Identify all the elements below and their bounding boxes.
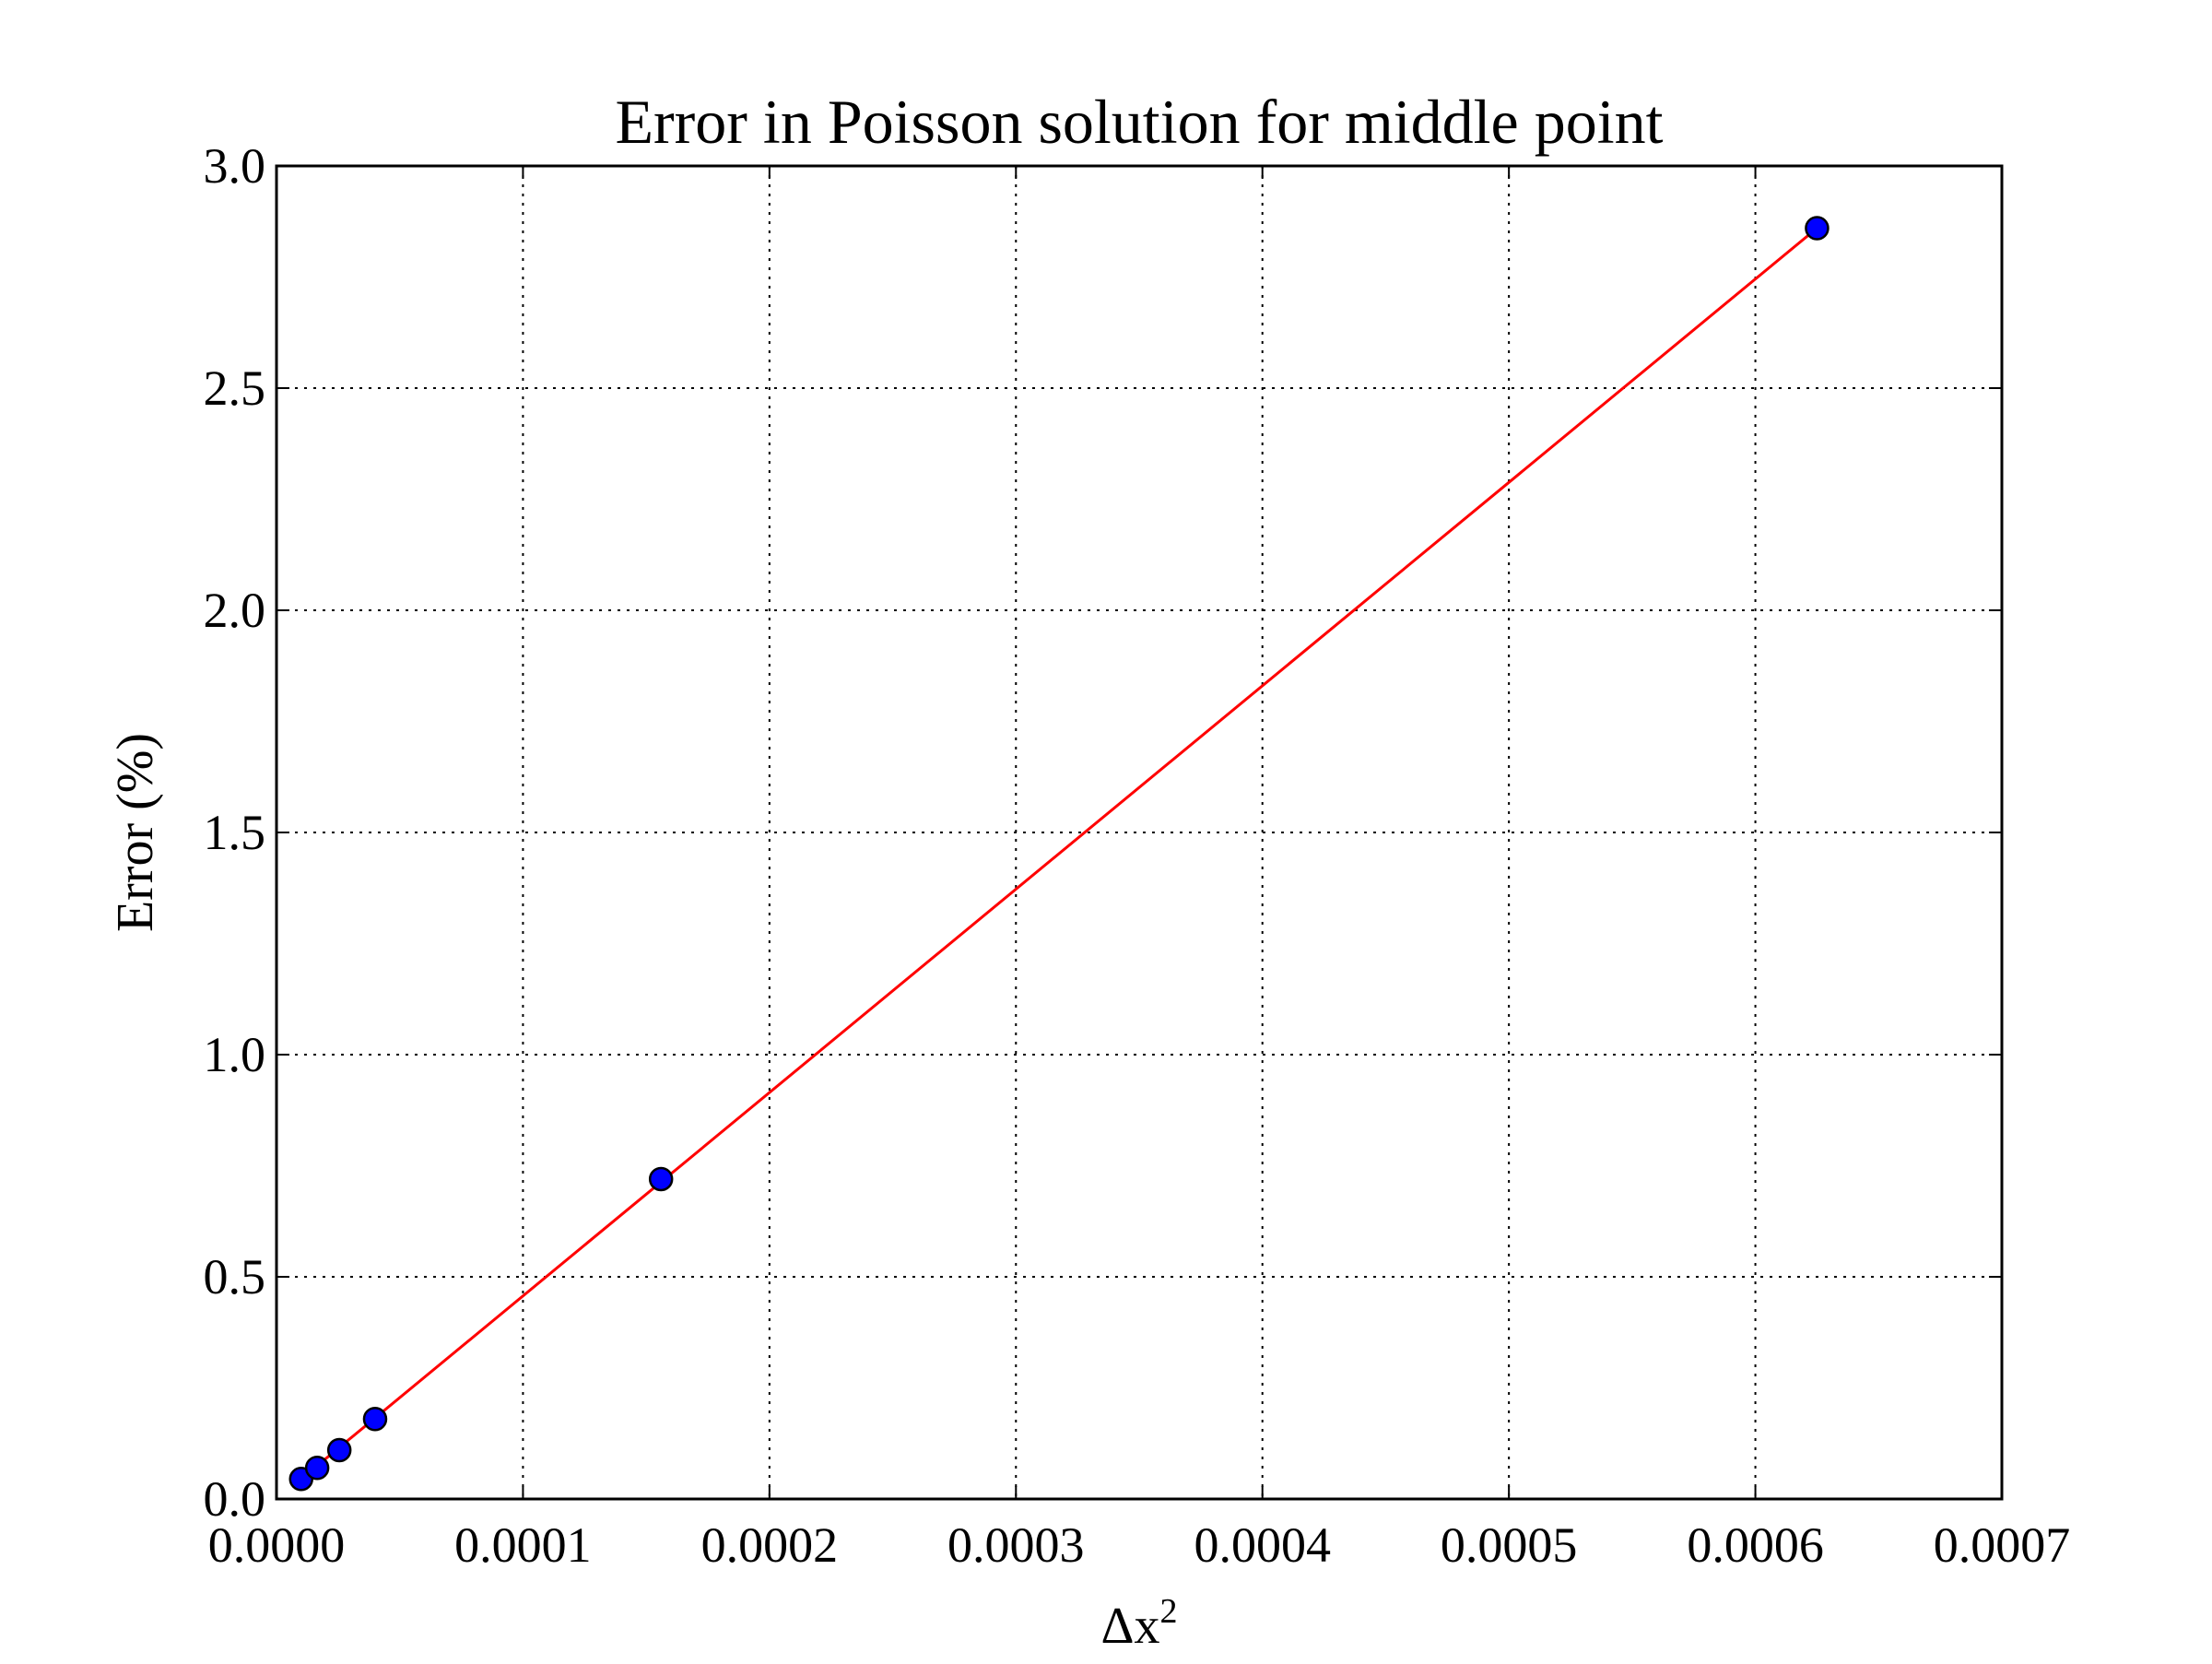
y-axis-title: Error (%) — [107, 733, 164, 932]
x-tick-label: 0.0003 — [947, 1517, 1085, 1573]
ticks: 0.0000 0.0001 0.0002 0.0003 0.0004 0.0005 0.00… — [204, 138, 2071, 1573]
x-tick-label: 0.0006 — [1687, 1517, 1824, 1573]
x-tick-label: 0.0005 — [1441, 1517, 1578, 1573]
y-tick-label: 2.5 — [204, 360, 266, 416]
x-axis-title-superscript: 2 — [1160, 1592, 1178, 1631]
data-point — [326, 1437, 352, 1463]
x-axis-title: Δx2 — [1100, 1592, 1177, 1655]
x-tick-label: 0.0000 — [208, 1517, 346, 1573]
series — [288, 216, 1830, 1492]
x-tick-label: 0.0001 — [454, 1517, 592, 1573]
y-tick-label: 1.0 — [204, 1027, 266, 1082]
y-tick-label: 0.5 — [204, 1249, 266, 1304]
plot-frame — [275, 164, 2004, 1501]
data-point — [304, 1456, 330, 1481]
x-tick-label: 0.0007 — [1934, 1517, 2071, 1573]
data-point — [648, 1166, 674, 1192]
y-tick-label: 3.0 — [204, 138, 266, 194]
chart-title: Error in Poisson solution for middle poi… — [615, 87, 1663, 157]
data-point — [1805, 216, 1830, 241]
x-tick-label: 0.0004 — [1194, 1517, 1331, 1573]
grid — [276, 166, 2002, 1499]
y-tick-label: 0.0 — [204, 1471, 266, 1527]
x-tick-label: 0.0002 — [701, 1517, 839, 1573]
x-axis-title-main: Δx — [1100, 1598, 1159, 1655]
y-tick-label: 2.0 — [204, 583, 266, 638]
y-tick-label: 1.5 — [204, 805, 266, 860]
data-point — [362, 1406, 388, 1432]
fit-line — [300, 227, 1818, 1481]
